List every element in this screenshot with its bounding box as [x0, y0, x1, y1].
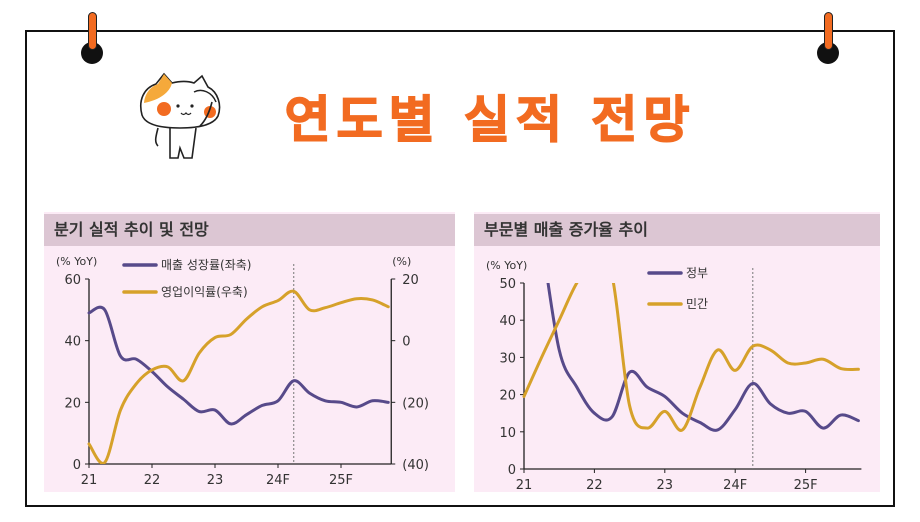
y-tick-label: 10 — [499, 426, 516, 441]
legend-label: 영업이익률(우축) — [161, 285, 248, 299]
binder-ring-right — [817, 42, 839, 64]
y-tick-label: 50 — [499, 277, 516, 292]
binder-clip-left — [88, 12, 97, 50]
y2-tick-label: 20 — [402, 273, 419, 288]
x-tick-label: 25F — [794, 478, 818, 492]
y-tick-label: 40 — [499, 314, 516, 329]
y2-tick-label: 0 — [402, 335, 410, 350]
y2-tick-label: (40) — [402, 458, 429, 473]
left-axis-unit: (% YoY) — [56, 255, 97, 268]
series-line-1 — [87, 305, 390, 426]
chart-panel-segment: 부문별 매출 증가율 추이 (% YoY) 0 10 20 30 40 50 21 22 23 24… — [474, 212, 880, 492]
y-tick-label: 60 — [64, 273, 81, 288]
x-tick-label: 21 — [81, 473, 98, 488]
y-tick-label: 20 — [64, 396, 81, 411]
series-line-2 — [87, 289, 390, 464]
binder-ring-left — [81, 42, 103, 64]
chart-title: 분기 실적 추이 및 전망 — [44, 214, 455, 246]
left-axis-unit: (% YoY) — [486, 259, 527, 272]
chart-panel-quarterly: 분기 실적 추이 및 전망 (% YoY) (%) 0 20 40 60 (40) (20) 0… — [44, 212, 455, 492]
x-tick-label: 22 — [144, 473, 161, 488]
series-line-1 — [546, 283, 860, 432]
legend-label: 정부 — [686, 266, 708, 280]
series-line-2 — [522, 283, 860, 432]
right-axis-unit: (%) — [392, 255, 411, 268]
y-tick-label: 30 — [499, 351, 516, 366]
x-tick-label: 21 — [516, 478, 533, 492]
x-tick-label: 22 — [586, 478, 603, 492]
x-tick-label: 24F — [723, 478, 747, 492]
chart-quarterly-svg: (% YoY) (%) 0 20 40 60 (40) (20) 0 20 21 22 23 24F 25F… — [56, 255, 429, 488]
x-tick-label: 23 — [207, 473, 224, 488]
legend-label: 매출 성장률(좌축) — [161, 258, 251, 272]
y-tick-label: 0 — [73, 458, 81, 473]
cat-saluting-icon — [140, 72, 221, 159]
chart-title: 부문별 매출 증가율 추이 — [474, 214, 880, 246]
binder-clip-right — [824, 12, 833, 50]
y-tick-label: 0 — [508, 463, 516, 478]
x-tick-label: 23 — [657, 478, 674, 492]
y2-tick-label: (20) — [402, 396, 429, 411]
page-title: 연도별 실적 전망 — [284, 90, 696, 150]
y-tick-label: 20 — [499, 389, 516, 404]
legend-label: 민간 — [686, 297, 708, 311]
x-tick-label: 24F — [266, 473, 290, 488]
x-tick-label: 25F — [329, 473, 353, 488]
y-tick-label: 40 — [64, 335, 81, 350]
